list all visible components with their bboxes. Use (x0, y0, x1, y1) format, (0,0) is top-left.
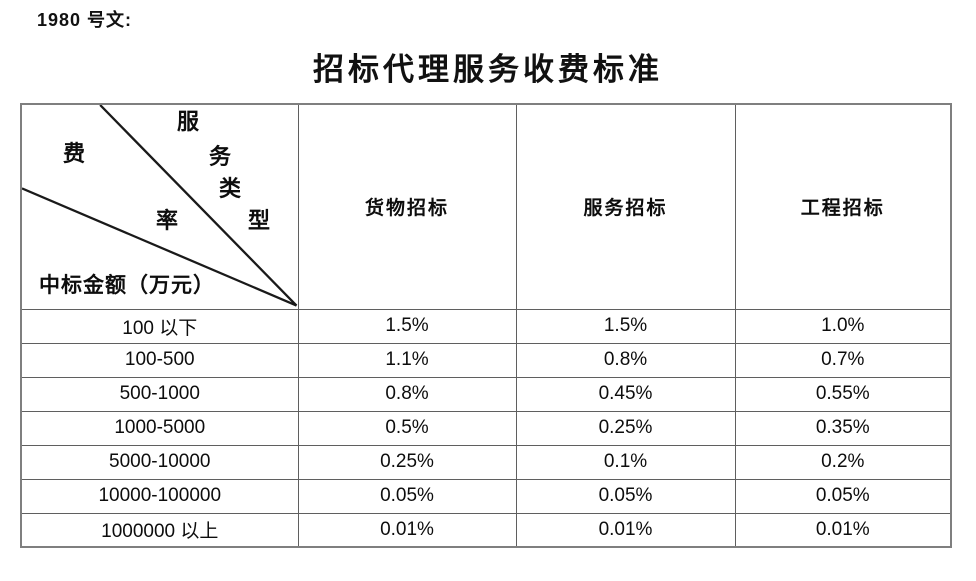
table-row: 5000-10000 0.25% 0.1% 0.2% (20, 444, 952, 480)
goods-rate-cell: 0.5% (297, 410, 517, 446)
fee-standard-table: 费 服 务 类 型 率 中标金额（万元） 货物招标 服务招标 工程招标 100 … (20, 103, 952, 548)
goods-rate-cell: 0.01% (297, 512, 517, 548)
engineering-rate-cell: 0.7% (734, 342, 952, 378)
service-rate-cell: 0.1% (515, 444, 736, 480)
table-row: 100 以下 1.5% 1.5% 1.0% (20, 308, 952, 344)
corner-label-amount: 中标金额（万元） (39, 273, 215, 297)
table-header-row: 费 服 务 类 型 率 中标金额（万元） 货物招标 服务招标 工程招标 (20, 103, 952, 310)
service-rate-cell: 0.25% (515, 410, 736, 446)
table-row: 10000-100000 0.05% 0.05% 0.05% (20, 478, 952, 514)
amount-range-cell: 1000000 以上 (20, 512, 299, 548)
table-row: 1000-5000 0.5% 0.25% 0.35% (20, 410, 952, 446)
service-rate-cell: 0.05% (515, 478, 736, 514)
diagonal-lines (22, 105, 298, 307)
engineering-rate-cell: 1.0% (734, 308, 952, 344)
column-header-engineering: 工程招标 (734, 103, 952, 310)
amount-range-cell: 1000-5000 (20, 410, 299, 446)
corner-label-service-char: 型 (248, 208, 271, 233)
amount-range-cell: 10000-100000 (20, 478, 299, 514)
service-rate-cell: 1.5% (515, 308, 736, 344)
corner-label-service-char: 类 (219, 176, 242, 201)
amount-range-cell: 100 以下 (20, 308, 299, 344)
corner-label-rate: 率 (156, 208, 179, 233)
service-rate-cell: 0.45% (515, 376, 736, 412)
service-rate-cell: 0.8% (515, 342, 736, 378)
column-header-goods: 货物招标 (297, 103, 517, 310)
goods-rate-cell: 0.05% (297, 478, 517, 514)
goods-rate-cell: 1.1% (297, 342, 517, 378)
amount-range-cell: 100-500 (20, 342, 299, 378)
goods-rate-cell: 0.8% (297, 376, 517, 412)
table-row: 100-500 1.1% 0.8% 0.7% (20, 342, 952, 378)
page-title: 招标代理服务收费标准 (313, 52, 663, 87)
table-row: 500-1000 0.8% 0.45% 0.55% (20, 376, 952, 412)
amount-range-cell: 5000-10000 (20, 444, 299, 480)
corner-label-fee: 费 (63, 141, 86, 166)
engineering-rate-cell: 0.2% (734, 444, 952, 480)
document-reference: 1980 号文: (37, 10, 133, 30)
engineering-rate-cell: 0.05% (734, 478, 952, 514)
engineering-rate-cell: 0.55% (734, 376, 952, 412)
column-header-service: 服务招标 (515, 103, 736, 310)
table-row: 1000000 以上 0.01% 0.01% 0.01% (20, 512, 952, 548)
corner-label-service-char: 务 (209, 144, 232, 169)
corner-label-service-char: 服 (177, 109, 200, 134)
goods-rate-cell: 1.5% (297, 308, 517, 344)
engineering-rate-cell: 0.35% (734, 410, 952, 446)
diagonal-corner-cell: 费 服 务 类 型 率 中标金额（万元） (20, 103, 299, 310)
goods-rate-cell: 0.25% (297, 444, 517, 480)
service-rate-cell: 0.01% (515, 512, 736, 548)
engineering-rate-cell: 0.01% (734, 512, 952, 548)
amount-range-cell: 500-1000 (20, 376, 299, 412)
